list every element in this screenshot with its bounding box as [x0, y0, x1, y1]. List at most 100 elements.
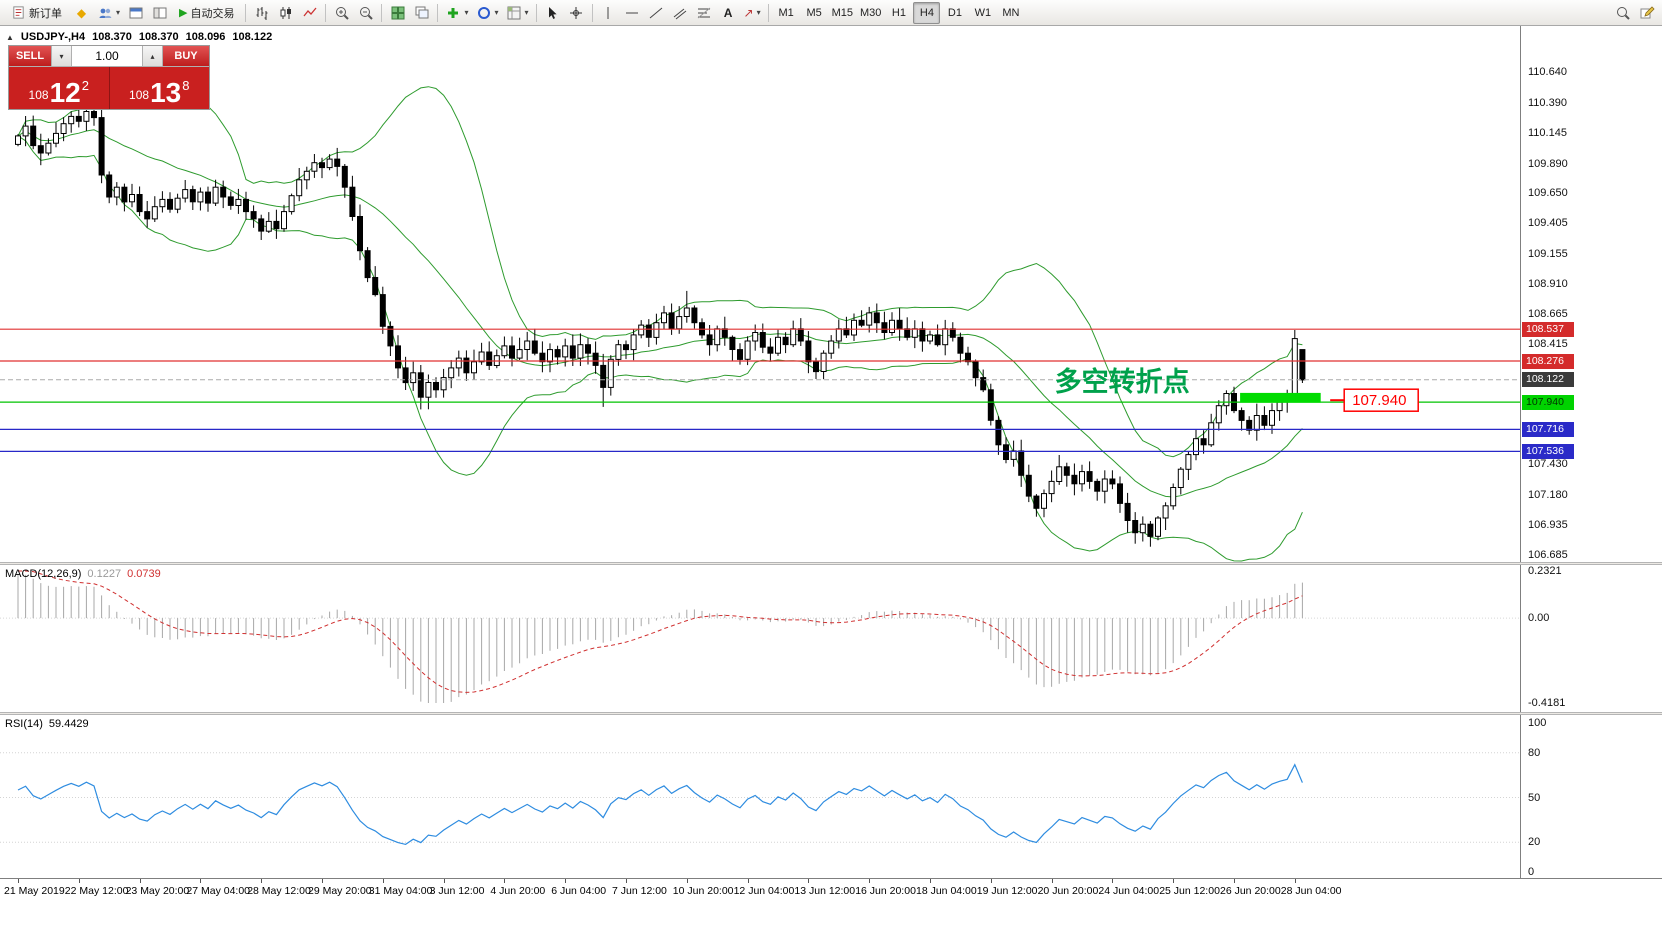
price-chart[interactable]: 多空转折点 107.940	[0, 26, 1520, 562]
text-label-button[interactable]: A	[717, 2, 740, 24]
zoom-out-button[interactable]	[354, 2, 377, 24]
chevron-down-icon: ▾	[116, 8, 121, 17]
price-callout-box[interactable]	[1343, 388, 1419, 412]
time-axis[interactable]: 21 May 2019 22 May 12:00 23 May 20:00 27 Ma…	[0, 878, 1662, 950]
cursor-icon	[549, 6, 557, 19]
periods-button[interactable]: ▾	[473, 2, 502, 24]
arrange-windows-button[interactable]	[410, 2, 433, 24]
time-tick	[1234, 879, 1235, 883]
price-axis[interactable]: 110.640 110.390 110.145 109.890 109.650 109.4…	[1520, 26, 1662, 562]
timeframe-button[interactable]: M30	[857, 2, 884, 24]
macd-chart[interactable]	[0, 565, 1520, 712]
candlestick-chart-button[interactable]	[274, 2, 297, 24]
rsi-chart[interactable]	[0, 715, 1520, 878]
turning-point-annotation[interactable]: 多空转折点	[1055, 366, 1190, 397]
pane-splitter[interactable]	[0, 562, 1662, 565]
time-label: 20 Jun 20:00	[1037, 885, 1099, 897]
rsi-value: 59.4429	[48, 718, 89, 730]
time-label: 25 Jun 12:00	[1159, 885, 1220, 897]
compose-button[interactable]	[1635, 2, 1658, 24]
price-tick: 110.390	[1528, 96, 1567, 109]
bid-prefix: 108	[28, 88, 49, 102]
time-label: 28 May 12:00	[247, 885, 311, 897]
time-tick	[1294, 879, 1296, 883]
new-order-button[interactable]: 新订单	[4, 2, 69, 24]
volume-increase-button[interactable]: ▴	[142, 46, 163, 66]
data-window-button[interactable]	[124, 2, 147, 24]
bid-price[interactable]: 108 12 2	[9, 67, 109, 109]
price-tick: 108.665	[1528, 307, 1568, 320]
navigator-button[interactable]	[148, 2, 171, 24]
timeframe-button[interactable]: H1	[885, 2, 912, 24]
line-chart-button[interactable]	[298, 2, 321, 24]
time-tick	[990, 879, 992, 883]
timeframe-button[interactable]: M5	[801, 2, 828, 24]
bar-chart-button[interactable]	[250, 2, 273, 24]
vertical-line-button[interactable]	[597, 2, 620, 24]
fibonacci-button[interactable]	[693, 2, 716, 24]
time-tick	[78, 879, 80, 883]
channel-button[interactable]	[669, 2, 692, 24]
timeframe-button[interactable]: M1	[773, 2, 800, 24]
time-label: 6 Jun 04:00	[551, 885, 607, 897]
timeframe-button[interactable]: MN	[997, 2, 1024, 24]
navigator-icon	[153, 7, 167, 18]
buy-button[interactable]: BUY	[163, 46, 209, 66]
volume-decrease-button[interactable]: ▾	[51, 46, 72, 66]
rsi-axis-label: 100	[1528, 717, 1547, 729]
price-tick: 106.685	[1528, 549, 1568, 562]
vertical-line-icon	[607, 6, 609, 19]
time-tick	[747, 879, 749, 883]
pane-splitter[interactable]	[0, 712, 1662, 715]
timeframe-button[interactable]: H4	[913, 1, 941, 24]
market-watch-button[interactable]: ◆	[70, 2, 93, 24]
one-click-prices: 108 12 2 108 13 8	[9, 67, 209, 109]
time-label: 7 Jun 12:00	[612, 885, 667, 897]
collapse-panel-icon[interactable]: ▲	[6, 32, 14, 42]
macd-axis[interactable]: 0.2321 0.00 -0.4181	[1520, 565, 1662, 712]
trendline-button[interactable]	[645, 2, 668, 24]
main-chart-pane: 多空转折点 107.940 110.640 110.390 110.145 109.89…	[0, 26, 1662, 562]
time-label: 24 Jun 04:00	[1098, 885, 1160, 897]
ask-prefix: 108	[129, 88, 150, 102]
rsi-axis-label: 50	[1528, 791, 1541, 804]
arrow-objects-icon: ↗	[743, 5, 754, 20]
arrow-objects-button[interactable]: ↗ ▾	[741, 2, 764, 24]
timeframe-button[interactable]: W1	[969, 2, 996, 24]
cursor-button[interactable]	[541, 2, 564, 24]
ask-price[interactable]: 108 13 8	[109, 67, 209, 109]
rsi-axis[interactable]: 100 80 50 20 0	[1520, 715, 1662, 878]
volume-input[interactable]	[72, 46, 142, 66]
channel-icon	[673, 8, 687, 19]
timeframe-button[interactable]: D1	[941, 2, 968, 24]
symbol-period-label: USDJPY-,H4	[20, 31, 86, 43]
timeframe-button[interactable]: M15	[829, 2, 856, 24]
autotrading-button[interactable]: ▶ 自动交易	[172, 2, 241, 24]
toolbar-separator	[381, 3, 383, 22]
tile-windows-button[interactable]	[386, 2, 409, 24]
toolbar-separator	[437, 3, 439, 22]
time-tick	[1112, 879, 1114, 883]
templates-button[interactable]: ▾	[503, 2, 532, 24]
horizontal-line-button[interactable]	[621, 2, 644, 24]
candlestick-chart-icon	[280, 6, 291, 19]
add-indicator-button[interactable]: ▾	[442, 2, 471, 24]
price-tick: 110.145	[1528, 126, 1567, 139]
autotrading-label: 自动交易	[190, 7, 235, 20]
ohlc-open: 108.370	[92, 31, 132, 43]
time-tick	[930, 879, 931, 883]
toolbar-separator	[591, 3, 593, 22]
ohlc-high: 108.370	[138, 31, 179, 43]
time-label: 26 Jun 20:00	[1220, 885, 1281, 897]
chart-header: ▲ USDJPY-,H4 108.370 108.370 108.096 108…	[6, 31, 272, 43]
zoom-in-button[interactable]	[330, 2, 353, 24]
search-button[interactable]	[1611, 2, 1634, 24]
crosshair-button[interactable]	[565, 2, 588, 24]
ohlc-low: 108.096	[185, 31, 226, 43]
rsi-legend: RSI(14) 59.4429	[5, 718, 89, 730]
macd-legend: MACD(12,26,9) 0.1227 0.0739	[5, 568, 161, 580]
profiles-button[interactable]: ▾	[94, 2, 123, 24]
sell-button[interactable]: SELL	[9, 46, 51, 66]
time-tick	[808, 879, 810, 883]
green-rectangle-object[interactable]	[1240, 392, 1321, 403]
